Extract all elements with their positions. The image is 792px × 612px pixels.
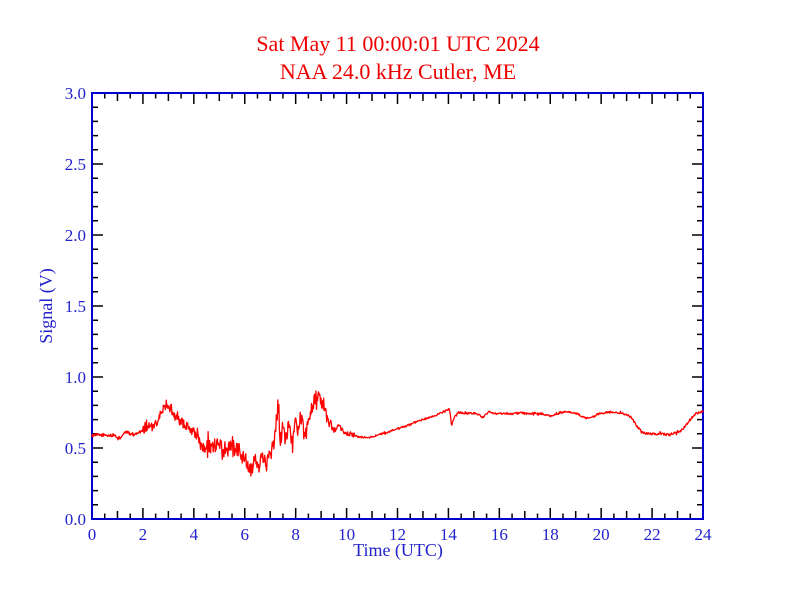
x-tick-label: 0 bbox=[88, 525, 97, 544]
y-axis-tick-labels: 0.0 0.5 1.0 1.5 2.0 2.5 3.0 bbox=[65, 84, 86, 529]
x-tick-label: 20 bbox=[593, 525, 610, 544]
x-tick-label: 18 bbox=[542, 525, 559, 544]
x-tick-label: 8 bbox=[291, 525, 300, 544]
signal-trace bbox=[91, 390, 704, 477]
y-tick-label: 3.0 bbox=[65, 84, 86, 103]
x-tick-label: 2 bbox=[139, 525, 148, 544]
x-axis-label: Time (UTC) bbox=[353, 540, 443, 561]
plot-frame bbox=[91, 92, 704, 520]
chart-title-station: NAA 24.0 kHz Cutler, ME bbox=[280, 59, 516, 84]
y-tick-label: 2.0 bbox=[65, 226, 86, 245]
x-tick-label: 22 bbox=[644, 525, 661, 544]
x-tick-label: 4 bbox=[190, 525, 199, 544]
y-tick-label: 1.0 bbox=[65, 368, 86, 387]
y-tick-label: 2.5 bbox=[65, 155, 86, 174]
y-tick-label: 0.0 bbox=[65, 510, 86, 529]
y-tick-label: 1.5 bbox=[65, 297, 86, 316]
x-tick-label: 12 bbox=[389, 525, 406, 544]
x-tick-label: 16 bbox=[491, 525, 508, 544]
x-tick-label: 24 bbox=[695, 525, 713, 544]
x-tick-label: 6 bbox=[241, 525, 250, 544]
y-axis-label: Signal (V) bbox=[36, 268, 57, 344]
x-tick-label: 14 bbox=[440, 525, 458, 544]
x-axis-tick-labels: 0 2 4 6 8 10 12 14 16 18 20 22 24 bbox=[88, 525, 712, 544]
x-tick-label: 10 bbox=[338, 525, 355, 544]
axis-ticks bbox=[93, 94, 702, 518]
y-tick-label: 0.5 bbox=[65, 439, 86, 458]
chart-title-date: Sat May 11 00:00:01 UTC 2024 bbox=[256, 31, 539, 56]
